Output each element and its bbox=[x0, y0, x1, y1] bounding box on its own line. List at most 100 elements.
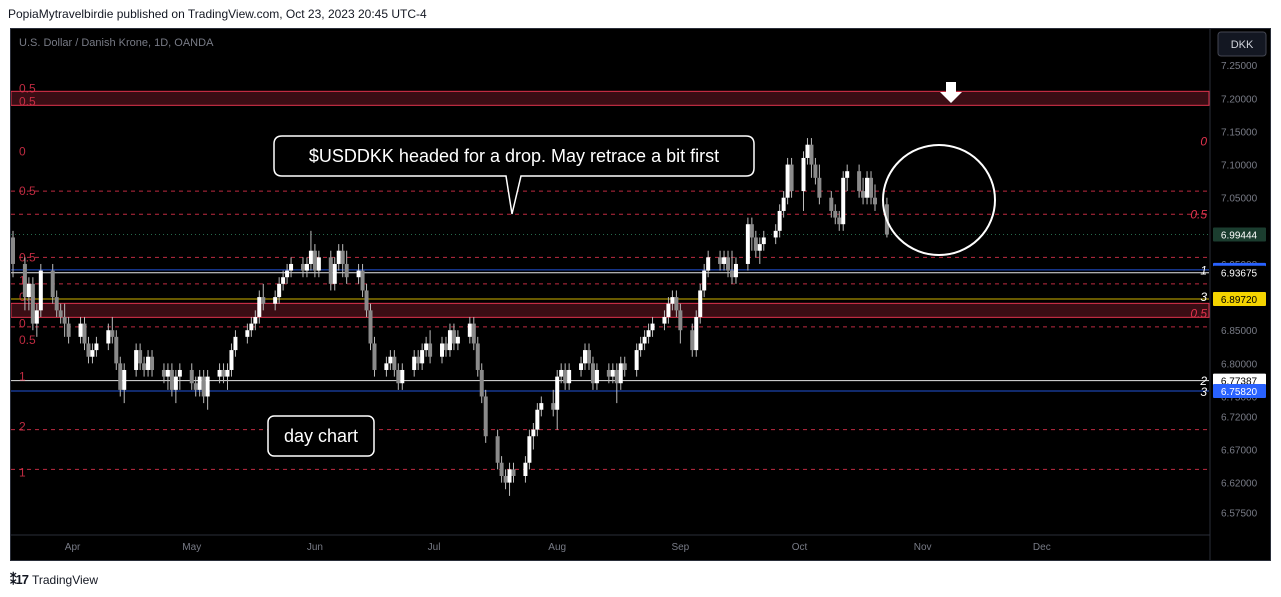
candle-body-53 bbox=[308, 250, 313, 264]
candle-body-27 bbox=[165, 369, 170, 377]
candle-body-85 bbox=[483, 396, 488, 437]
fib-label-left-5: 1 bbox=[19, 274, 26, 288]
candle-body-32 bbox=[193, 383, 198, 390]
candle-body-11 bbox=[78, 323, 83, 337]
candle-body-113 bbox=[642, 336, 647, 344]
candle-body-89 bbox=[507, 469, 512, 483]
candle-body-132 bbox=[749, 224, 754, 238]
x-tick-label-5: Sep bbox=[671, 542, 689, 553]
candle-body-60 bbox=[344, 263, 349, 278]
candle-body-74 bbox=[424, 343, 429, 351]
candle-body-92 bbox=[527, 436, 532, 463]
fib-label-left-2: 0 bbox=[19, 144, 26, 158]
currency-badge-bg[interactable] bbox=[1217, 31, 1267, 57]
candle-body-120 bbox=[678, 310, 683, 331]
candle-body-55 bbox=[316, 257, 321, 271]
x-tick-label-4: Aug bbox=[548, 542, 566, 553]
candle-body-93 bbox=[531, 429, 536, 437]
candle-body-103 bbox=[586, 350, 591, 364]
fib-label-left-8: 0.5 bbox=[19, 333, 36, 347]
candle-body-70 bbox=[400, 369, 405, 384]
candle-body-7 bbox=[54, 297, 59, 311]
candle-body-131 bbox=[745, 224, 750, 264]
candle-body-72 bbox=[416, 356, 421, 364]
candle-body-86 bbox=[495, 436, 500, 463]
candle-body-9 bbox=[62, 316, 67, 324]
candle-body-15 bbox=[94, 343, 99, 351]
fib-label-left-3: 0.5 bbox=[19, 184, 36, 198]
candle-body-81 bbox=[467, 323, 472, 337]
x-tick-label-8: Dec bbox=[1033, 542, 1051, 553]
price-label-bg-5 bbox=[1213, 384, 1266, 399]
candle-body-19 bbox=[118, 363, 123, 390]
price-label-bg-3 bbox=[1213, 291, 1266, 306]
candle-body-127 bbox=[722, 257, 727, 264]
fib-label-right-0: 0 bbox=[1200, 134, 1207, 148]
candle-body-1 bbox=[22, 263, 27, 298]
candle-body-3 bbox=[30, 283, 35, 324]
candle-body-115 bbox=[650, 323, 655, 331]
x-tick-label-6: Oct bbox=[792, 542, 808, 553]
candle-body-154 bbox=[869, 177, 874, 198]
y-tick-label-12: 6.67000 bbox=[1221, 445, 1258, 456]
y-tick-label-9: 6.80000 bbox=[1221, 359, 1258, 370]
candle-body-29 bbox=[173, 376, 178, 390]
candle-body-133 bbox=[753, 237, 758, 251]
candle-body-123 bbox=[698, 290, 703, 317]
candle-body-118 bbox=[670, 297, 675, 304]
candle-body-130 bbox=[733, 263, 738, 278]
candlestick-chart[interactable]: U.S. Dollar / Danish Krone, 1D, OANDA 0.… bbox=[10, 29, 1270, 560]
day-chart-text: day chart bbox=[284, 426, 358, 446]
currency-badge[interactable]: DKK bbox=[1231, 39, 1254, 51]
price-label-bg-2 bbox=[1213, 265, 1266, 280]
candle-body-39 bbox=[229, 350, 234, 370]
candle-body-78 bbox=[447, 330, 452, 351]
candle-body-38 bbox=[225, 369, 230, 377]
candle-body-6 bbox=[50, 270, 55, 298]
highlight-circle bbox=[882, 144, 996, 256]
chart-panel[interactable]: U.S. Dollar / Danish Krone, 1D, OANDA 0.… bbox=[10, 28, 1271, 561]
candle-body-121 bbox=[690, 330, 695, 351]
candle-body-18 bbox=[114, 336, 119, 364]
candle-body-23 bbox=[142, 363, 147, 370]
candle-body-13 bbox=[86, 343, 91, 357]
candle-body-129 bbox=[729, 270, 734, 278]
candle-body-75 bbox=[428, 343, 433, 357]
candle-body-54 bbox=[312, 250, 317, 271]
candle-body-151 bbox=[857, 171, 862, 192]
candle-body-107 bbox=[610, 369, 615, 377]
candle-body-153 bbox=[865, 177, 870, 198]
candle-body-139 bbox=[785, 164, 790, 198]
price-label-2: 6.93675 bbox=[1221, 269, 1258, 280]
candle-body-67 bbox=[388, 356, 393, 364]
candle-body-80 bbox=[455, 336, 460, 344]
day-chart-box bbox=[267, 415, 375, 457]
candle-body-143 bbox=[809, 144, 814, 165]
tradingview-logo-icon: ⁑17 bbox=[10, 572, 29, 587]
candle-body-146 bbox=[829, 197, 834, 211]
candle-body-90 bbox=[511, 469, 516, 476]
candle-body-137 bbox=[777, 210, 782, 231]
candle-body-20 bbox=[122, 369, 127, 390]
y-tick-label-14: 6.57500 bbox=[1221, 508, 1258, 519]
fib-label-right-1: 0.5 bbox=[1190, 207, 1207, 221]
candle-body-69 bbox=[396, 369, 401, 384]
candle-body-101 bbox=[579, 363, 584, 370]
candle-body-44 bbox=[257, 297, 262, 317]
candle-body-117 bbox=[666, 303, 671, 317]
candle-body-106 bbox=[606, 369, 611, 377]
y-tick-label-2: 7.15000 bbox=[1221, 127, 1258, 138]
candle-body-125 bbox=[706, 257, 711, 271]
candle-body-91 bbox=[523, 462, 528, 476]
candle-body-94 bbox=[535, 409, 540, 430]
candle-body-147 bbox=[833, 210, 838, 218]
candle-body-35 bbox=[205, 376, 210, 397]
candle-body-88 bbox=[503, 475, 508, 483]
fib-label-left-9: 1 bbox=[19, 370, 26, 384]
price-label-3: 6.89720 bbox=[1221, 295, 1258, 306]
annotation-layer: $USDDKK headed for a drop. May retrace a… bbox=[267, 82, 996, 457]
callout-text: $USDDKK headed for a drop. May retrace a… bbox=[309, 146, 719, 166]
candle-body-48 bbox=[281, 277, 286, 284]
candle-body-104 bbox=[590, 363, 595, 384]
price-label-5: 6.75820 bbox=[1221, 387, 1258, 398]
